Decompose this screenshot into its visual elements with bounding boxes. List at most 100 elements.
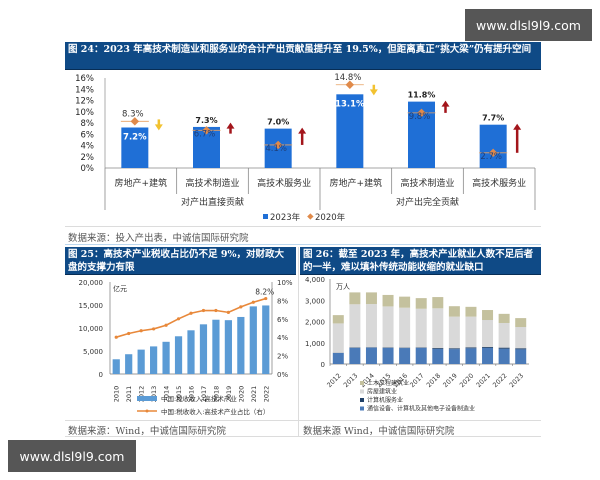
svg-text:6.7%: 6.7% [194,129,216,139]
y-tick-label: 4,000 [305,276,325,284]
divider [65,436,541,437]
y-tick-label: 5,000 [83,348,103,356]
y-tick-label: 4% [81,142,95,152]
x-tick-label: 2017 [200,386,208,403]
bar [249,306,257,374]
x-tick-label: 2011 [125,386,133,403]
legend-bar: 中国:税收收入:高技术产业 [161,394,237,403]
x-tick-label: 2013 [342,372,359,389]
y-tick-label: 0 [99,371,103,379]
arrow-up-icon [513,123,522,130]
stacked-bar-segment [482,347,494,364]
annotation-label: 8.2% [255,288,274,297]
bar [125,354,133,374]
marker-2020 [488,148,498,158]
stacked-bar-segment [432,348,444,364]
bar-2023 [479,124,507,168]
y-right-tick-label: 6% [277,316,288,324]
stacked-bar-segment [349,304,361,348]
y-tick-label: 10% [75,108,94,118]
stacked-bar-segment [399,348,411,364]
category-label: 高技术服务业 [472,177,526,189]
watermark-bottom: www.dlsl9l9.com [8,440,136,472]
bar [150,346,158,374]
svg-text:7.2%: 7.2% [123,133,147,143]
category-label: 房地产+建筑 [115,177,168,189]
y-tick-label: 20,000 [79,279,104,287]
y-unit-label: 亿元 [113,284,127,293]
category-label: 高技术服务业 [257,177,311,189]
stacked-bar-segment [399,307,411,348]
bar-2023 [336,94,364,168]
column-divider [298,247,299,437]
stacked-bar-segment [365,292,377,305]
stacked-bar-segment [482,347,494,348]
svg-text:8.3%: 8.3% [122,109,144,119]
stacked-bar-segment [448,316,460,349]
y-tick-label: 10,000 [79,325,104,333]
stacked-bar-segment [382,347,394,364]
stacked-bar-segment [332,352,344,364]
y-tick-label: 2% [81,153,95,163]
arrow-up-icon [298,127,307,134]
y-tick-label: 14% [75,85,94,95]
y-right-tick-label: 10% [277,279,293,287]
svg-text:9.8%: 9.8% [409,112,431,122]
svg-text:7.7%: 7.7% [482,114,504,123]
arrow-down-icon [369,89,378,96]
figure-25-chart: 20,000 15,000 10,000 5,000 0 10% 8% 6% 4% 2% 0% 亿元 2… [79,279,293,416]
stacked-bar-segment [498,347,510,349]
svg-text:7.0%: 7.0% [267,118,289,127]
y-right-tick-label: 4% [277,334,288,342]
x-tick-label: 2018 [212,386,220,403]
arrow-up-icon [226,122,235,129]
stacked-bar-segment [515,327,527,349]
stacked-bar-segment [365,347,377,364]
legend-2020: 2020年 [315,212,346,223]
y-tick-label: 15,000 [79,302,104,310]
stacked-bar-segment [332,315,344,324]
x-tick-label: 2014 [163,386,171,403]
stacked-bar-segment [515,348,527,350]
bar [187,330,195,374]
stacked-bar-segment [415,347,427,364]
category-label: 高技术制造业 [400,177,454,189]
x-tick-label: 2019 [225,386,233,403]
y-tick-label: 2,000 [305,319,325,327]
x-tick-label: 2020 [458,372,475,389]
group-label: 对产出完全贡献 [396,196,459,208]
stacked-bar-segment [349,292,361,305]
y-unit-label: 万人 [336,283,350,291]
x-tick-label: 2020 [237,386,245,403]
stacked-bar-segment [332,323,344,353]
watermark-top: www.dlsl9l9.com [465,9,592,41]
x-tick-label: 2022 [491,372,508,389]
arrow-down-icon [154,124,163,131]
stacked-bar-segment [365,304,377,348]
stacked-bar-segment [448,306,460,317]
stacked-bar-segment [415,298,427,309]
legend-item: 房屋建筑业 [367,388,397,396]
legend-item: 土木工程建筑业 [367,379,409,387]
divider [65,226,541,227]
y-tick-label: 3,000 [305,297,325,305]
y-tick-label: 12% [75,97,94,107]
legend-item: 通信设备、计算机及其他电子设备制造业 [367,405,475,413]
category-label: 高技术制造业 [185,177,239,189]
figure-26-title: 图 26：截至 2023 年，高技术产业就业人数不足后者的一半，难以填补传统动能… [300,247,541,275]
marker-2020 [273,140,283,150]
svg-text:13.1%: 13.1% [335,99,365,109]
x-tick-label: 2021 [250,386,258,403]
x-tick-label: 2019 [441,372,458,389]
stacked-bar-segment [432,348,444,349]
stacked-bar-segment [432,308,444,349]
stacked-bar-segment [349,347,361,364]
figure-24-chart: 16%14% 12%10%8%6% 4%2%0% 7.2% 8.3% 房地产+建筑 7.3%… [75,73,536,223]
stacked-bar-segment [482,310,494,321]
stacked-bar-segment [515,349,527,364]
y-tick-label: 1,000 [305,340,325,348]
bar [174,336,183,374]
stacked-bar-segment [482,320,494,347]
x-tick-label: 2016 [188,386,196,403]
